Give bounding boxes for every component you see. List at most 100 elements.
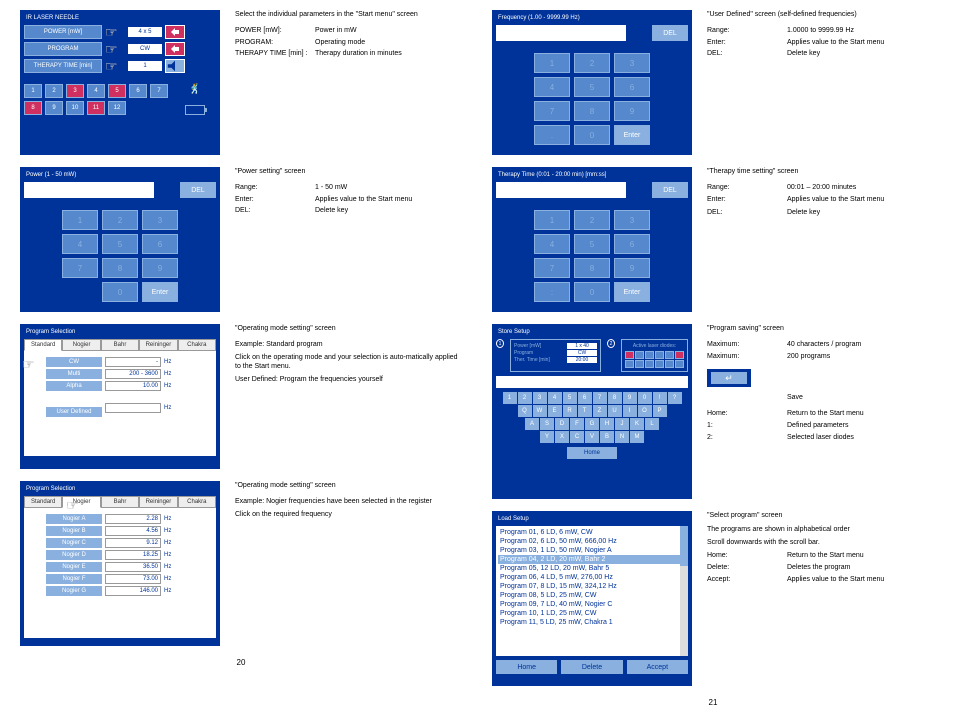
kb-key-E[interactable]: E	[548, 405, 562, 417]
key-5[interactable]: 5	[574, 234, 610, 254]
diode-8[interactable]: 8	[24, 101, 42, 115]
key-3[interactable]: 3	[142, 210, 178, 230]
key-7[interactable]: 7	[62, 258, 98, 278]
kb-key-C[interactable]: C	[570, 431, 584, 443]
program-item[interactable]: Program 10, 1 LD, 25 mW, CW	[498, 609, 686, 618]
key-:[interactable]: :	[534, 282, 570, 302]
key-4[interactable]: 4	[534, 77, 570, 97]
kb-key-Z[interactable]: Z	[593, 405, 607, 417]
kb-key-T[interactable]: T	[578, 405, 592, 417]
kb-key-O[interactable]: O	[638, 405, 652, 417]
key-9[interactable]: 9	[142, 258, 178, 278]
therapy-input[interactable]	[496, 182, 626, 198]
sound-icon[interactable]	[165, 59, 185, 73]
del-button[interactable]: DEL	[180, 182, 216, 198]
prog-name[interactable]: Nogier F	[46, 574, 102, 584]
home-button[interactable]: Home	[567, 447, 617, 459]
kb-key-U[interactable]: U	[608, 405, 622, 417]
scrollbar[interactable]	[680, 526, 688, 656]
program-item[interactable]: Program 08, 5 LD, 25 mW, CW	[498, 591, 686, 600]
del-button[interactable]: DEL	[652, 25, 688, 41]
freq-input[interactable]	[496, 25, 626, 41]
program-item[interactable]: Program 05, 12 LD, 20 mW, Bahr 5	[498, 564, 686, 573]
key-7[interactable]: 7	[534, 258, 570, 278]
kb-key-M[interactable]: M	[630, 431, 644, 443]
kb-key-Y[interactable]: Y	[540, 431, 554, 443]
prog-name[interactable]: Nogier D	[46, 550, 102, 560]
prog-name[interactable]: Nogier C	[46, 538, 102, 548]
key-2[interactable]: 2	[102, 210, 138, 230]
key-0[interactable]: 0	[574, 282, 610, 302]
delete-button[interactable]: Delete	[561, 660, 622, 674]
key-3[interactable]: 3	[614, 210, 650, 230]
accept-button[interactable]: Accept	[627, 660, 688, 674]
kb-key-P[interactable]: P	[653, 405, 667, 417]
program-list[interactable]: Program 01, 6 LD, 6 mW, CWProgram 02, 6 …	[496, 526, 688, 656]
key-3[interactable]: 3	[614, 53, 650, 73]
manual-icon[interactable]: 🕺	[189, 84, 201, 95]
tab-reininger[interactable]: Reininger	[139, 496, 177, 508]
key-1[interactable]: 1	[534, 53, 570, 73]
kb-key-J[interactable]: J	[615, 418, 629, 430]
diode-9[interactable]: 9	[45, 101, 63, 115]
tab-chakra[interactable]: Chakra	[178, 496, 216, 508]
program-item[interactable]: Program 04, 2 LD, 20 mW, Bahr 2	[498, 555, 686, 564]
power-input[interactable]	[24, 182, 154, 198]
kb-key-Q[interactable]: Q	[518, 405, 532, 417]
kb-key-L[interactable]: L	[645, 418, 659, 430]
action-icon[interactable]	[165, 25, 185, 39]
kb-key-6[interactable]: 6	[578, 392, 592, 404]
key-5[interactable]: 5	[102, 234, 138, 254]
kb-key-B[interactable]: B	[600, 431, 614, 443]
kb-key-2[interactable]: 2	[518, 392, 532, 404]
home-button[interactable]: Home	[496, 660, 557, 674]
prog-name[interactable]: Nogier G	[46, 586, 102, 596]
diode-7[interactable]: 7	[150, 84, 168, 98]
kb-key-I[interactable]: I	[623, 405, 637, 417]
kb-key-7[interactable]: 7	[593, 392, 607, 404]
tab-standard[interactable]: Standard	[24, 339, 62, 351]
program-item[interactable]: Program 01, 6 LD, 6 mW, CW	[498, 528, 686, 537]
tab-bahr[interactable]: Bahr	[101, 339, 139, 351]
key-0[interactable]: 0	[102, 282, 138, 302]
key-5[interactable]: 5	[574, 77, 610, 97]
program-item[interactable]: Program 03, 1 LD, 50 mW, Nogier A	[498, 546, 686, 555]
key-9[interactable]: 9	[614, 258, 650, 278]
key-2[interactable]: 2	[574, 210, 610, 230]
kb-key-5[interactable]: 5	[563, 392, 577, 404]
param-button[interactable]: POWER [mW]	[24, 25, 102, 39]
program-item[interactable]: Program 06, 4 LD, 5 mW, 276,00 Hz	[498, 573, 686, 582]
prog-name[interactable]: Nogier B	[46, 526, 102, 536]
key-6[interactable]: 6	[614, 77, 650, 97]
diode-3[interactable]: 3	[66, 84, 84, 98]
kb-key-H[interactable]: H	[600, 418, 614, 430]
kb-key-4[interactable]: 4	[548, 392, 562, 404]
key-8[interactable]: 8	[574, 258, 610, 278]
key-4[interactable]: 4	[62, 234, 98, 254]
key-2[interactable]: 2	[574, 53, 610, 73]
kb-key-F[interactable]: F	[570, 418, 584, 430]
kb-key-K[interactable]: K	[630, 418, 644, 430]
kb-key-3[interactable]: 3	[533, 392, 547, 404]
key-.[interactable]: .	[534, 125, 570, 145]
diode-1[interactable]: 1	[24, 84, 42, 98]
diode-11[interactable]: 11	[87, 101, 105, 115]
key-1[interactable]: 1	[62, 210, 98, 230]
prog-name[interactable]: CW	[46, 357, 102, 367]
kb-key-A[interactable]: A	[525, 418, 539, 430]
program-item[interactable]: Program 11, 5 LD, 25 mW, Chakra 1	[498, 618, 686, 627]
kb-key-X[interactable]: X	[555, 431, 569, 443]
key-6[interactable]: 6	[142, 234, 178, 254]
kb-key-D[interactable]: D	[555, 418, 569, 430]
enter-button[interactable]: Enter	[614, 282, 650, 302]
key-7[interactable]: 7	[534, 101, 570, 121]
name-input[interactable]	[496, 376, 688, 388]
key-8[interactable]: 8	[102, 258, 138, 278]
kb-key-S[interactable]: S	[540, 418, 554, 430]
param-button[interactable]: THERAPY TIME [min]	[24, 59, 102, 73]
diode-12[interactable]: 12	[108, 101, 126, 115]
prog-name[interactable]: Alpha	[46, 381, 102, 391]
enter-button[interactable]: Enter	[142, 282, 178, 302]
tab-standard[interactable]: Standard	[24, 496, 62, 508]
key-6[interactable]: 6	[614, 234, 650, 254]
